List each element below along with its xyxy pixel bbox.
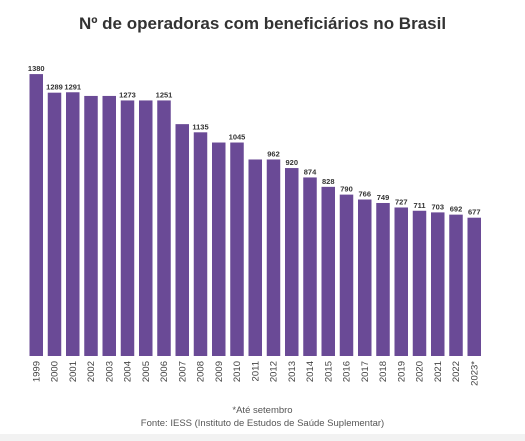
x-tick-2023*: 2023*	[469, 361, 480, 386]
bar-2002	[84, 95, 98, 356]
bar-2022	[449, 214, 463, 356]
bar-2019	[394, 207, 408, 356]
page-bottom-strip	[0, 434, 525, 441]
x-tick-2009: 2009	[214, 361, 225, 382]
bar-2011	[248, 159, 262, 356]
bar-2018	[376, 202, 390, 356]
data-label-2012: 962	[267, 149, 280, 158]
chart-title: Nº de operadoras com beneficiários no Br…	[78, 14, 447, 33]
bar-2004	[120, 100, 135, 356]
x-tick-2010: 2010	[232, 361, 243, 382]
x-tick-2016: 2016	[342, 361, 353, 382]
x-tick-2008: 2008	[196, 361, 207, 382]
x-tick-2012: 2012	[269, 361, 280, 382]
source-note: Fonte: IESS (Instituto de Estudos de Saú…	[140, 418, 385, 429]
data-label-2019: 727	[395, 197, 408, 206]
bar-2021	[431, 212, 445, 356]
x-tick-2003: 2003	[104, 361, 115, 382]
bar-2005	[139, 100, 153, 356]
bar-chart: 1380 1999 1289 2000 1291 2001 2002 2003 1273 2004…	[28, 64, 481, 386]
data-label-2000: 1289	[46, 83, 63, 92]
x-tick-2020: 2020	[415, 361, 426, 382]
bar-2008	[193, 132, 208, 356]
bar-2003	[102, 95, 116, 356]
data-label-2015: 828	[322, 177, 335, 186]
x-tick-2017: 2017	[360, 361, 371, 382]
x-tick-1999: 1999	[31, 361, 42, 382]
bar-2001	[66, 92, 80, 357]
data-label-2004: 1273	[119, 90, 136, 99]
data-label-2006: 1251	[156, 90, 173, 99]
data-label-2020: 711	[413, 201, 425, 210]
x-tick-2014: 2014	[305, 361, 316, 382]
bar-2000	[47, 92, 62, 357]
data-label-2001: 1291	[64, 82, 81, 91]
data-label-2016: 790	[340, 185, 353, 194]
x-tick-2013: 2013	[287, 361, 298, 382]
data-label-2013: 920	[285, 158, 298, 167]
bar-2009	[212, 142, 226, 356]
x-tick-2022: 2022	[451, 361, 462, 382]
bar-2014	[303, 177, 317, 356]
data-label-2008: 1135	[192, 122, 208, 131]
x-tick-2004: 2004	[123, 361, 134, 382]
x-tick-2002: 2002	[86, 361, 97, 382]
x-tick-2011: 2011	[250, 361, 261, 381]
x-tick-2007: 2007	[177, 361, 188, 382]
x-tick-2006: 2006	[159, 361, 170, 382]
bar-1999	[29, 74, 43, 356]
x-tick-2021: 2021	[433, 361, 444, 382]
bar-2023*	[467, 217, 481, 356]
data-label-2010: 1045	[229, 133, 246, 142]
data-label-1999: 1380	[28, 64, 45, 73]
bar-2020	[412, 210, 427, 356]
footnote: *Até setembro	[232, 405, 293, 416]
x-tick-2018: 2018	[378, 361, 389, 382]
bar-2015	[321, 186, 335, 356]
x-tick-2005: 2005	[141, 361, 152, 382]
data-label-2022: 692	[450, 205, 463, 214]
bar-2017	[358, 199, 372, 356]
bar-2016	[339, 194, 354, 356]
x-tick-2000: 2000	[50, 361, 61, 382]
bar-2012	[266, 159, 281, 356]
x-tick-2019: 2019	[396, 361, 407, 382]
x-tick-2001: 2001	[68, 361, 79, 382]
x-tick-2015: 2015	[323, 361, 334, 382]
data-label-2023*: 677	[468, 208, 481, 217]
bar-2006	[157, 100, 171, 356]
bar-2013	[285, 168, 299, 356]
data-label-2014: 874	[304, 167, 317, 176]
data-label-2021: 703	[431, 202, 444, 211]
data-label-2018: 749	[377, 193, 390, 202]
bar-2007	[175, 124, 189, 356]
bar-2010	[230, 142, 244, 356]
data-label-2017: 766	[358, 190, 371, 199]
